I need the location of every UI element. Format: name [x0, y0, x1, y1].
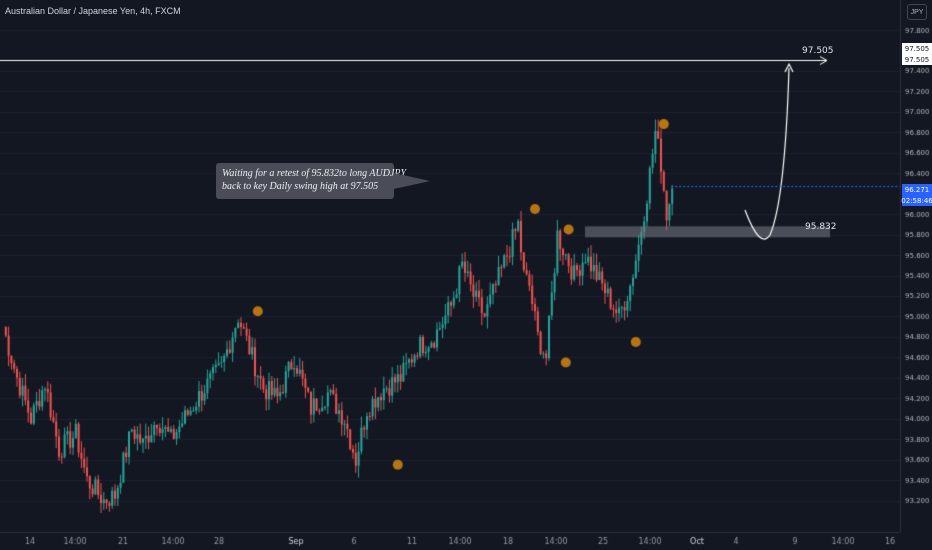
currency-button[interactable]: JPY [907, 4, 927, 20]
symbol-title: Australian Dollar / Japanese Yen, 4h, FX… [5, 6, 181, 16]
target-level-label: 97.505 [802, 46, 834, 56]
current-price-tag: 96.271 [902, 184, 932, 195]
idea-annotation[interactable]: Waiting for a retest of 95.832to long AU… [216, 163, 407, 199]
retest-level-label: 95.832 [805, 222, 837, 232]
annotation-line-1: Waiting for a retest of 95.832to long AU… [222, 168, 407, 179]
annotation-pointer [394, 173, 430, 189]
annotation-line-2: back to key Daily swing high at 97.505 [222, 181, 379, 192]
target-price-tag-top: 97.505 [902, 43, 932, 54]
target-price-tag-bottom: 97.505 [902, 54, 932, 65]
countdown-tag: 02:58:46 [901, 195, 932, 206]
